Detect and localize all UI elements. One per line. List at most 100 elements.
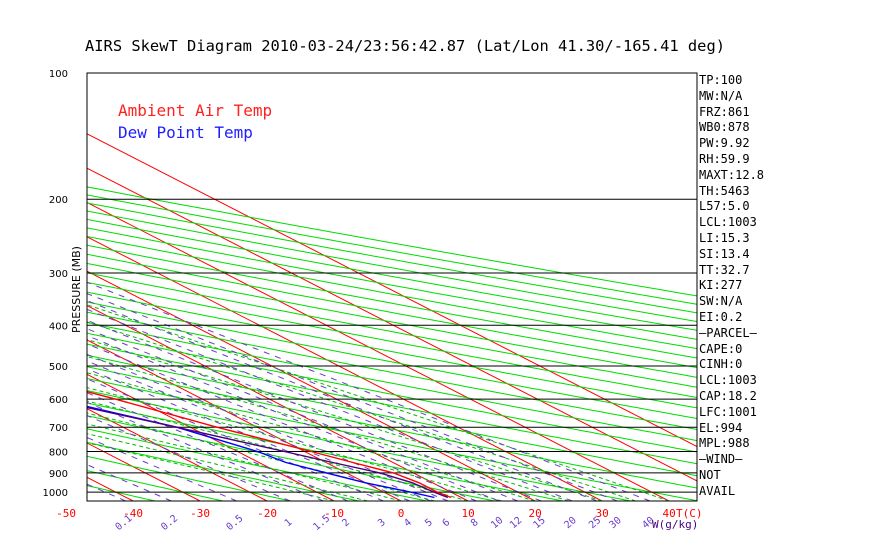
y-axis-label: PRESSURE (MB)	[70, 246, 83, 333]
pressure-tick-label: 1000	[43, 488, 68, 499]
dewpoint-line	[87, 405, 435, 499]
index-item: CAPE:0	[699, 341, 743, 356]
index-item: TT:32.7	[699, 262, 750, 277]
mixing-ratio-line	[87, 360, 431, 501]
mixing-ratio-line	[87, 464, 172, 501]
dry-adiabat-line	[87, 281, 697, 398]
temp-tick-label: -10	[324, 507, 344, 520]
pressure-tick-label: 900	[49, 469, 68, 480]
mixing-ratio-line	[87, 292, 618, 501]
plot-frame	[86, 72, 698, 502]
pressure-tick-label: 400	[49, 321, 68, 332]
mixing-ratio-line	[87, 353, 449, 501]
mixing-ratio-line	[87, 378, 384, 501]
dry-adiabat-line	[87, 343, 697, 465]
pressure-tick-label: 500	[49, 362, 68, 373]
mixing-ratio-line	[87, 308, 573, 501]
index-item: KI:277	[699, 278, 743, 293]
mixing-ratio-line	[87, 392, 348, 501]
isotherm-line	[87, 167, 697, 482]
mixing-ratio-tick-label: 10	[489, 515, 505, 531]
ambient-temp-line	[87, 390, 452, 499]
temp-tick-label: 40	[662, 507, 675, 520]
mixing-ratio-line	[87, 415, 291, 501]
index-item: SW:N/A	[699, 294, 743, 309]
index-item: LI:15.3	[699, 231, 750, 245]
index-item: CAP:18.2	[699, 389, 757, 403]
index-item: EL:994	[699, 420, 743, 435]
index-item: AVAIL	[699, 483, 736, 498]
dry-adiabat-line	[87, 244, 697, 359]
dry-adiabat-line	[87, 301, 697, 420]
dry-adiabat-line	[87, 322, 697, 442]
mixing-ratio-line	[87, 343, 477, 501]
dry-adiabat-line	[87, 210, 697, 323]
index-item: MPL:988	[699, 436, 750, 451]
isotherm-line	[87, 373, 335, 501]
temp-tick-label: -40	[123, 507, 143, 520]
pressure-tick-label: 200	[49, 195, 68, 206]
dry-adiabat-line	[87, 194, 697, 305]
pressure-tick-label: 300	[49, 269, 68, 280]
dry-adiabat-line	[87, 455, 292, 501]
dry-adiabat-line	[87, 332, 697, 453]
index-item: TH:5463	[699, 183, 750, 198]
dry-adiabat-line	[87, 202, 697, 314]
index-item: EI:0.2	[699, 310, 743, 324]
index-item: —WIND—	[699, 452, 743, 467]
isotherm-line	[87, 339, 402, 501]
legend-dewpoint: Dew Point Temp	[118, 123, 253, 142]
mixing-ratio-tick-label: 1	[283, 517, 295, 529]
temp-tick-label: 10	[461, 507, 474, 520]
index-item: LCL:1003	[699, 215, 757, 230]
mixing-ratio-tick-label: 0.5	[225, 513, 246, 533]
index-item: L57:5.0	[699, 199, 750, 214]
grid-layer	[0, 73, 697, 501]
index-item: MAXT:12.8	[699, 167, 765, 182]
dry-adiabat-line	[87, 470, 224, 501]
dry-adiabat-line	[87, 415, 495, 501]
temp-tick-label: -30	[190, 507, 210, 520]
mixing-ratio-tick-label: 12	[508, 515, 524, 531]
isotherm-line	[87, 201, 670, 501]
index-item: PW:9.92	[699, 136, 750, 151]
pressure-tick-label: 800	[49, 448, 68, 459]
isotherm-line	[87, 236, 603, 501]
mixing-ratio-line	[87, 436, 237, 501]
index-item: FRZ:861	[699, 104, 750, 119]
isotherm-line	[0, 73, 66, 501]
temp-tick-label: 30	[595, 507, 608, 520]
temp-tick-label: -50	[56, 507, 76, 520]
pressure-tick-label: 700	[49, 423, 68, 434]
mixing-ratio-line	[87, 401, 324, 501]
temp-tick-label: 20	[528, 507, 541, 520]
dry-adiabat-line	[87, 366, 697, 489]
pressure-tick-label: 600	[49, 395, 68, 406]
isotherm-line	[87, 305, 469, 501]
legend-ambient: Ambient Air Temp	[118, 101, 272, 120]
index-item: CINH:0	[699, 357, 743, 372]
dry-adiabat-line	[87, 390, 631, 501]
index-item: —PARCEL—	[699, 325, 757, 340]
dry-adiabat-line	[87, 227, 697, 340]
dry-adiabat-line	[87, 377, 697, 501]
index-item: WB0:878	[699, 120, 750, 135]
index-item: SI:13.4	[699, 246, 750, 261]
dry-adiabat-line	[87, 311, 697, 430]
mixing-ratio-tick-label: 0.2	[159, 513, 180, 533]
temp-tick-label: -20	[257, 507, 277, 520]
isotherm-line	[87, 133, 697, 448]
index-item: LCL:1003	[699, 373, 757, 388]
moist-adiabat-line	[87, 304, 670, 501]
mixing-ratio-axis-label: W(g/kg)	[652, 518, 698, 531]
mixing-ratio-line	[87, 368, 410, 501]
x-axis-label: T(C)	[676, 507, 703, 520]
index-item: RH:59.9	[699, 152, 750, 166]
chart-title: AIRS SkewT Diagram 2010-03-24/23:56:42.8…	[85, 37, 725, 55]
isotherm-line	[87, 408, 268, 501]
mixing-ratio-tick-label: 5	[423, 517, 435, 529]
mixing-ratio-tick-label: 6	[441, 517, 453, 529]
index-item: TP:100	[699, 73, 743, 87]
